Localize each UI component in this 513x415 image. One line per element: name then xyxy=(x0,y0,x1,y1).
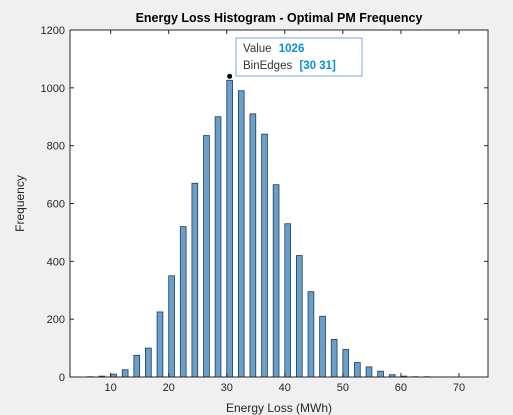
x-tick-label: 50 xyxy=(337,382,349,394)
histogram-bar[interactable] xyxy=(191,182,199,378)
axis-ticks: 10 20 30 40 50 60 70 0 200 400 600 800 1000 1200 xyxy=(41,25,488,394)
histogram-bar[interactable] xyxy=(272,184,280,378)
datatip-marker[interactable] xyxy=(227,73,233,79)
y-tick-label: 0 xyxy=(59,372,65,384)
histogram-bar[interactable] xyxy=(377,370,384,378)
y-tick-label: 200 xyxy=(47,314,65,326)
histogram-bar[interactable] xyxy=(249,113,257,378)
histogram-bar[interactable] xyxy=(226,79,233,378)
y-tick-label: 800 xyxy=(47,141,65,153)
datatip[interactable]: Value 1026 BinEdges [30 31] xyxy=(227,37,363,79)
histogram-bar[interactable] xyxy=(354,362,361,378)
histogram-bar[interactable] xyxy=(284,223,292,378)
histogram-bar[interactable] xyxy=(296,255,303,378)
datatip-binedges: [30 31] xyxy=(299,60,336,72)
y-axis-label: Frequency xyxy=(13,175,27,232)
histogram-bar[interactable] xyxy=(203,135,210,378)
datatip-value-row: Value 1026 xyxy=(243,43,304,55)
histogram-bar[interactable] xyxy=(133,354,141,378)
histogram-bar[interactable] xyxy=(237,90,245,378)
histogram-bar[interactable] xyxy=(214,116,222,378)
x-tick-label: 20 xyxy=(163,382,175,394)
histogram-bar[interactable] xyxy=(319,315,326,378)
histogram-bar[interactable] xyxy=(342,349,350,378)
x-axis-label: Energy Loss (MWh) xyxy=(226,401,332,415)
x-tick-label: 60 xyxy=(395,382,407,394)
histogram-bar[interactable] xyxy=(307,291,315,378)
x-tick-label: 10 xyxy=(105,382,117,394)
x-tick-label: 40 xyxy=(279,382,291,394)
y-tick-label: 1200 xyxy=(41,25,65,37)
histogram-bar[interactable] xyxy=(156,311,164,378)
y-tick-label: 600 xyxy=(47,199,65,211)
histogram-bar[interactable] xyxy=(261,133,268,378)
datatip-binedges-label: BinEdges xyxy=(243,60,292,72)
datatip-binedges-row: BinEdges [30 31] xyxy=(243,60,336,72)
datatip-box[interactable] xyxy=(235,37,363,77)
histogram-bar[interactable] xyxy=(145,347,152,378)
chart-title: Energy Loss Histogram - Optimal PM Frequ… xyxy=(136,11,423,25)
histogram-bar[interactable] xyxy=(121,369,129,378)
x-tick-label: 30 xyxy=(221,382,233,394)
datatip-value: 1026 xyxy=(279,43,305,55)
histogram-bar[interactable] xyxy=(179,226,187,378)
datatip-value-label: Value xyxy=(243,43,272,55)
histogram-bar[interactable] xyxy=(330,339,338,378)
histogram-bar[interactable] xyxy=(168,275,175,378)
x-tick-label: 70 xyxy=(453,382,465,394)
y-tick-label: 400 xyxy=(47,256,65,268)
y-tick-label: 1000 xyxy=(41,83,65,95)
histogram-bar[interactable] xyxy=(365,366,373,378)
